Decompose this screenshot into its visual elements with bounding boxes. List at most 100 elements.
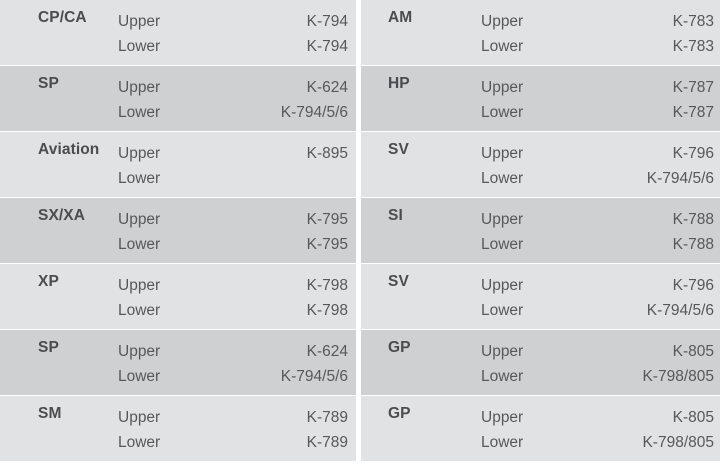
code-lower [208,166,348,191]
row-levels: Upper Lower [108,132,208,191]
level-upper-label: Upper [481,211,524,228]
row-label: CP/CA [38,9,87,26]
code-lower: K-788 [672,236,714,253]
row-levels: Upper Lower [108,0,208,59]
panel-divider [356,0,361,472]
level-upper-label: Upper [481,277,524,294]
table-row[interactable]: CP/CA Upper Lower K-794 K-794 [0,0,356,66]
row-levels: Upper Lower [471,264,576,323]
row-codes: K-624 K-794/5/6 [208,330,356,389]
left-table-panel: CP/CA Upper Lower K-794 K-794 SP Upper L… [0,0,356,472]
code-upper: K-895 [306,145,348,162]
row-levels: Upper Lower [471,396,576,455]
row-levels: Upper Lower [108,66,208,125]
level-lower-label: Lower [118,104,161,121]
level-lower-label: Lower [118,434,161,451]
table-row[interactable]: SV Upper Lower K-796 K-794/5/6 [361,264,720,330]
level-lower-label: Lower [118,236,161,253]
level-upper-label: Upper [118,277,161,294]
table-row[interactable]: SV Upper Lower K-796 K-794/5/6 [361,132,720,198]
code-lower: K-798 [306,302,348,319]
code-upper: K-795 [306,211,348,228]
row-codes: K-789 K-789 [208,396,356,455]
level-lower-label: Lower [481,368,524,385]
row-levels: Upper Lower [108,396,208,455]
code-lower: K-787 [672,104,714,121]
level-upper-label: Upper [118,79,161,96]
table-row[interactable]: SP Upper Lower K-624 K-794/5/6 [0,330,356,396]
code-upper: K-789 [306,409,348,426]
row-codes: K-794 K-794 [208,0,356,59]
row-levels: Upper Lower [471,330,576,389]
code-lower: K-798/805 [642,434,714,451]
code-upper: K-798 [306,277,348,294]
row-codes: K-788 K-788 [576,198,720,257]
row-levels: Upper Lower [108,330,208,389]
row-codes: K-787 K-787 [576,66,720,125]
table-row[interactable]: GP Upper Lower K-805 K-798/805 [361,330,720,396]
code-lower: K-794/5/6 [646,170,714,187]
level-upper-label: Upper [481,145,524,162]
row-codes: K-805 K-798/805 [576,330,720,389]
table-row[interactable]: SX/XA Upper Lower K-795 K-795 [0,198,356,264]
row-label: SX/XA [38,207,86,224]
table-row[interactable]: SM Upper Lower K-789 K-789 [0,396,356,462]
code-upper: K-796 [672,277,714,294]
level-lower-label: Lower [118,368,161,385]
row-levels: Upper Lower [108,198,208,257]
code-lower: K-783 [672,38,714,55]
code-upper: K-624 [306,79,348,96]
level-upper-label: Upper [481,343,524,360]
row-codes: K-805 K-798/805 [576,396,720,455]
row-levels: Upper Lower [471,132,576,191]
right-table-panel: AM Upper Lower K-783 K-783 HP Upper Lowe… [361,0,720,472]
row-codes: K-796 K-794/5/6 [576,132,720,191]
code-upper: K-783 [672,13,714,30]
row-codes: K-783 K-783 [576,0,720,59]
level-upper-label: Upper [118,211,161,228]
code-upper: K-794 [306,13,348,30]
row-levels: Upper Lower [471,198,576,257]
code-upper: K-805 [672,409,714,426]
level-lower-label: Lower [118,302,161,319]
row-label: GP [388,339,411,356]
level-lower-label: Lower [481,38,524,55]
table-row[interactable]: Aviation Upper Lower K-895 [0,132,356,198]
row-codes: K-796 K-794/5/6 [576,264,720,323]
table-row[interactable]: XP Upper Lower K-798 K-798 [0,264,356,330]
row-levels: Upper Lower [108,264,208,323]
row-label: SP [38,75,59,92]
table-row[interactable]: SI Upper Lower K-788 K-788 [361,198,720,264]
code-lower: K-794/5/6 [280,104,348,121]
row-label: SV [388,141,409,158]
level-upper-label: Upper [118,343,161,360]
code-upper: K-788 [672,211,714,228]
table-row[interactable]: AM Upper Lower K-783 K-783 [361,0,720,66]
code-lower: K-794/5/6 [646,302,714,319]
level-lower-label: Lower [481,170,524,187]
row-levels: Upper Lower [471,0,576,59]
code-lower: K-794 [306,38,348,55]
row-codes: K-895 [208,132,356,191]
row-label: SM [38,405,62,422]
level-lower-label: Lower [481,236,524,253]
table-row[interactable]: HP Upper Lower K-787 K-787 [361,66,720,132]
code-upper: K-805 [672,343,714,360]
row-label: GP [388,405,411,422]
level-lower-label: Lower [481,434,524,451]
level-upper-label: Upper [118,13,161,30]
row-label: AM [388,9,413,26]
table-row[interactable]: GP Upper Lower K-805 K-798/805 [361,396,720,462]
row-label: SI [388,207,403,224]
level-upper-label: Upper [481,13,524,30]
row-label: Aviation [38,141,100,158]
code-upper: K-787 [672,79,714,96]
level-lower-label: Lower [481,104,524,121]
level-upper-label: Upper [118,409,161,426]
level-upper-label: Upper [481,79,524,96]
row-levels: Upper Lower [471,66,576,125]
table-row[interactable]: SP Upper Lower K-624 K-794/5/6 [0,66,356,132]
code-upper: K-624 [306,343,348,360]
code-lower: K-795 [306,236,348,253]
